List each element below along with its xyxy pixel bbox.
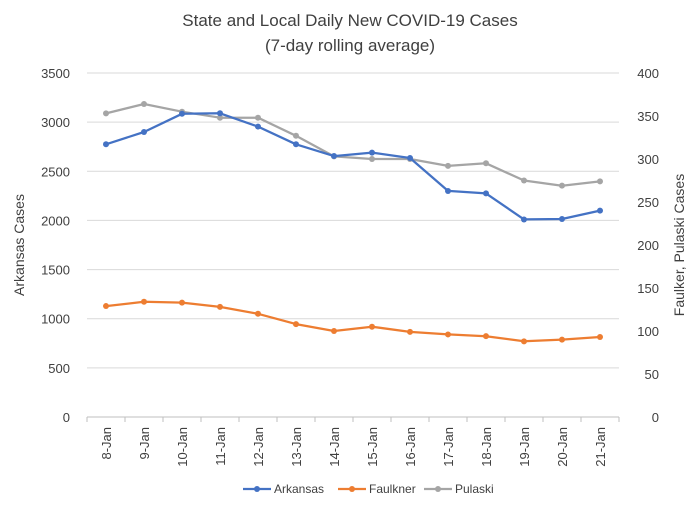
- y-tick-label: 3500: [41, 66, 70, 81]
- legend: Arkansas Faulkner Pulaski: [243, 482, 494, 496]
- data-point-pulaski: [445, 162, 451, 169]
- data-point-arkansas: [141, 128, 147, 135]
- x-tick-label: 9-Jan: [137, 427, 152, 460]
- y2-tick-label: 350: [637, 109, 659, 124]
- data-point-faulkner: [255, 310, 261, 317]
- legend-label-pulaski: Pulaski: [455, 482, 494, 496]
- x-tick-label: 8-Jan: [99, 427, 114, 460]
- legend-marker-arkansas: [254, 486, 260, 492]
- data-point-arkansas: [331, 153, 337, 160]
- data-point-faulkner: [217, 303, 223, 310]
- data-point-arkansas: [255, 123, 261, 130]
- data-point-faulkner: [369, 323, 375, 330]
- x-tick-label: 19-Jan: [517, 427, 532, 467]
- data-point-faulkner: [179, 299, 185, 306]
- data-point-faulkner: [407, 328, 413, 335]
- data-point-faulkner: [483, 333, 489, 340]
- data-point-pulaski: [597, 178, 603, 185]
- data-point-faulkner: [103, 303, 109, 310]
- legend-marker-faulkner: [349, 486, 355, 492]
- y2-tick-label: 400: [637, 66, 659, 81]
- data-point-pulaski: [217, 114, 223, 121]
- x-tick-label: 12-Jan: [251, 427, 266, 467]
- data-point-arkansas: [293, 141, 299, 148]
- data-point-arkansas: [597, 207, 603, 214]
- x-tick-label: 15-Jan: [365, 427, 380, 467]
- series-line-pulaski: [105, 102, 601, 187]
- data-point-arkansas: [407, 155, 413, 162]
- y-tick-label: 500: [48, 361, 70, 376]
- legend-label-arkansas: Arkansas: [274, 482, 324, 496]
- gridlines: [87, 72, 619, 369]
- legend-label-faulkner: Faulkner: [369, 482, 416, 496]
- y2-tick-label: 200: [637, 238, 659, 253]
- x-tick-label: 10-Jan: [175, 427, 190, 467]
- x-tick-label: 20-Jan: [555, 427, 570, 467]
- y2-tick-label: 50: [645, 367, 659, 382]
- series-lines: [103, 100, 603, 345]
- data-point-arkansas: [103, 141, 109, 148]
- data-point-faulkner: [559, 336, 565, 343]
- y-axis-label: Arkansas Cases: [11, 194, 27, 296]
- data-point-arkansas: [217, 110, 223, 117]
- x-tick-label: 13-Jan: [289, 427, 304, 467]
- data-point-faulkner: [445, 331, 451, 338]
- series-line-faulkner: [105, 300, 601, 343]
- data-point-faulkner: [521, 338, 527, 345]
- data-point-pulaski: [559, 182, 565, 189]
- x-tick-label: 16-Jan: [403, 427, 418, 467]
- data-point-pulaski: [369, 156, 375, 162]
- data-point-faulkner: [293, 321, 299, 328]
- chart-title: State and Local Daily New COVID-19 Cases: [182, 11, 517, 30]
- legend-marker-pulaski: [435, 486, 441, 492]
- x-tick-label: 14-Jan: [327, 427, 342, 467]
- data-point-arkansas: [483, 190, 489, 197]
- x-tick-label: 11-Jan: [213, 427, 228, 466]
- data-point-arkansas: [559, 215, 565, 222]
- series-line-arkansas: [105, 112, 601, 221]
- data-point-arkansas: [521, 216, 527, 223]
- data-point-pulaski: [521, 177, 527, 184]
- chart-subtitle: (7-day rolling average): [265, 36, 435, 55]
- y2-tick-label: 0: [652, 410, 659, 425]
- y2-tick-label: 250: [637, 195, 659, 210]
- x-tick-label: 21-Jan: [593, 427, 608, 467]
- y-tick-label: 1500: [41, 263, 70, 278]
- data-point-pulaski: [103, 110, 109, 117]
- x-tick-label: 17-Jan: [441, 427, 456, 467]
- y2-axis-label: Faulker, Pulaski Cases: [671, 174, 687, 316]
- y-tick-label: 0: [63, 410, 70, 425]
- y-tick-label: 3000: [41, 115, 70, 130]
- y-tick-label: 2500: [41, 164, 70, 179]
- data-point-faulkner: [331, 328, 337, 334]
- data-point-faulkner: [597, 334, 603, 341]
- data-point-pulaski: [141, 100, 147, 107]
- y2-tick-label: 150: [637, 281, 659, 296]
- y2-tick-label: 100: [637, 324, 659, 339]
- data-point-arkansas: [445, 187, 451, 194]
- y-tick-label: 2000: [41, 213, 70, 228]
- data-point-pulaski: [483, 160, 489, 167]
- data-point-faulkner: [141, 298, 147, 305]
- data-point-arkansas: [369, 149, 375, 156]
- data-point-pulaski: [293, 132, 299, 139]
- data-point-pulaski: [255, 114, 261, 121]
- data-point-arkansas: [179, 110, 185, 117]
- axes: 0 500 1000 1500 2000 2500 3000 3500 0 50 100 150 200…: [41, 66, 659, 467]
- x-tick-label: 18-Jan: [479, 427, 494, 467]
- y2-tick-label: 300: [637, 152, 659, 167]
- y-tick-label: 1000: [41, 312, 70, 327]
